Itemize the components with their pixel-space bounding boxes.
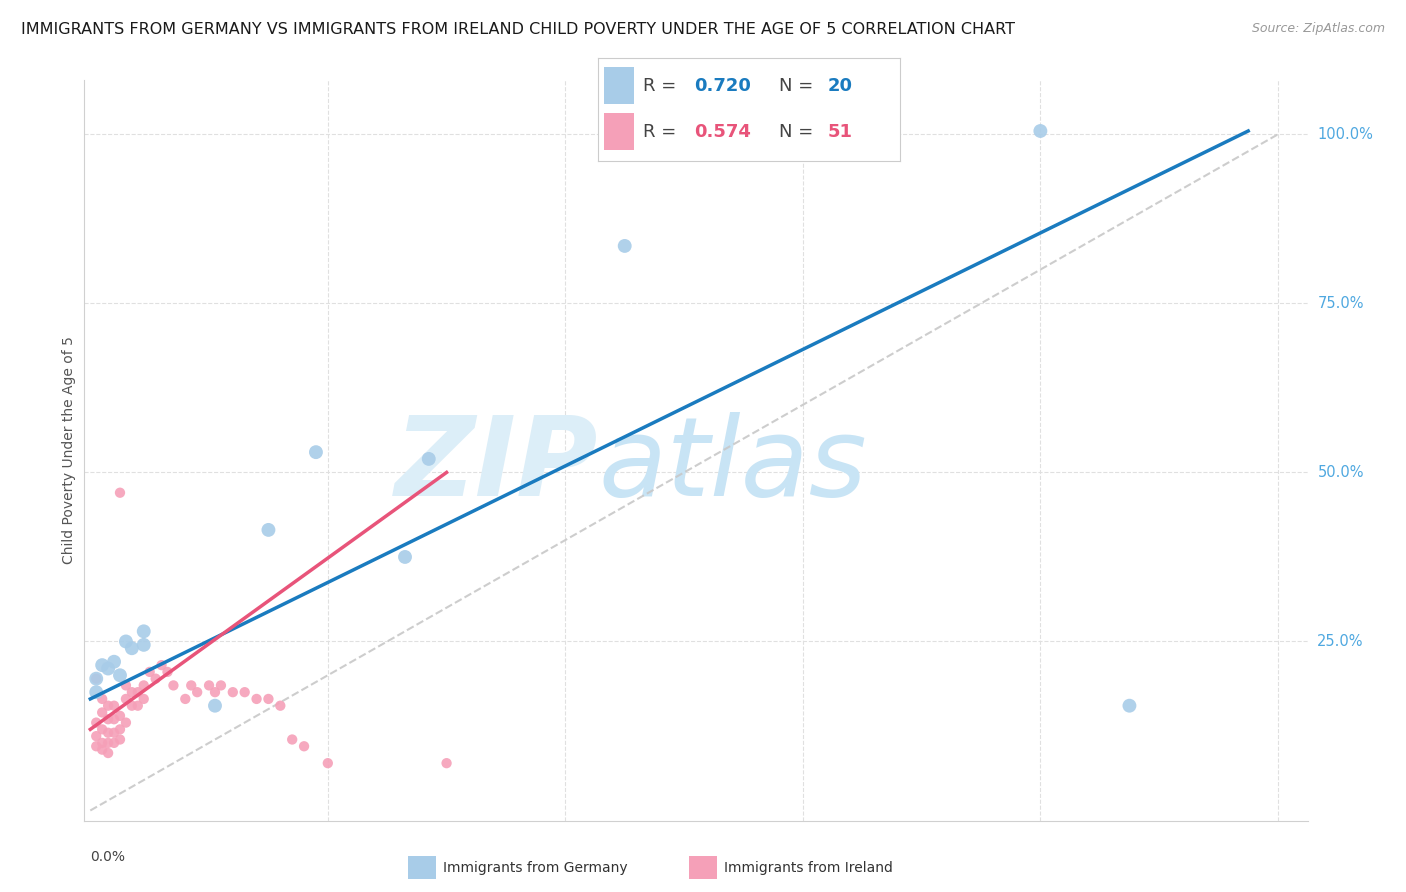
Point	[91, 723, 114, 737]
Point	[257, 523, 280, 537]
Point	[91, 742, 114, 756]
Point	[91, 736, 114, 750]
Point	[108, 709, 131, 723]
Point	[91, 658, 114, 673]
Point	[132, 692, 155, 706]
Point	[91, 706, 114, 720]
Text: 51: 51	[827, 123, 852, 141]
Point	[97, 661, 120, 675]
Text: ZIP: ZIP	[395, 412, 598, 519]
Point	[127, 685, 149, 699]
Point	[233, 685, 256, 699]
Point	[305, 445, 328, 459]
Text: IMMIGRANTS FROM GERMANY VS IMMIGRANTS FROM IRELAND CHILD POVERTY UNDER THE AGE O: IMMIGRANTS FROM GERMANY VS IMMIGRANTS FR…	[21, 22, 1015, 37]
Point	[257, 692, 280, 706]
Point	[108, 668, 131, 682]
Text: R =: R =	[643, 77, 682, 95]
Point	[1118, 698, 1140, 713]
Text: 75.0%: 75.0%	[1317, 296, 1364, 311]
Point	[436, 756, 458, 771]
Text: 0.0%: 0.0%	[90, 850, 125, 864]
Text: 100.0%: 100.0%	[1317, 127, 1374, 142]
Point	[204, 685, 226, 699]
Text: 0.574: 0.574	[695, 123, 751, 141]
Point	[103, 655, 125, 669]
Point	[115, 692, 138, 706]
Point	[156, 665, 179, 679]
Text: N =: N =	[779, 77, 818, 95]
Point	[121, 698, 143, 713]
Point	[198, 678, 221, 692]
Point	[132, 678, 155, 692]
Point	[281, 732, 304, 747]
Text: 25.0%: 25.0%	[1317, 634, 1364, 649]
Point	[613, 239, 636, 253]
Point	[162, 678, 184, 692]
Text: 50.0%: 50.0%	[1317, 465, 1364, 480]
Point	[269, 698, 291, 713]
Point	[209, 678, 232, 692]
Text: Source: ZipAtlas.com: Source: ZipAtlas.com	[1251, 22, 1385, 36]
Point	[127, 698, 149, 713]
Point	[316, 756, 339, 771]
Point	[204, 698, 226, 713]
Point	[245, 692, 267, 706]
Text: atlas: atlas	[598, 412, 866, 519]
Point	[418, 451, 440, 466]
Text: R =: R =	[643, 123, 682, 141]
Point	[84, 672, 107, 686]
Point	[103, 712, 125, 726]
Point	[132, 638, 155, 652]
Point	[186, 685, 208, 699]
Point	[394, 549, 416, 564]
Bar	[603, 113, 634, 150]
Point	[292, 739, 315, 754]
Point	[1029, 124, 1052, 138]
Point	[103, 736, 125, 750]
Point	[97, 725, 120, 739]
Text: 20: 20	[827, 77, 852, 95]
Point	[222, 685, 245, 699]
Point	[84, 739, 107, 754]
Point	[84, 715, 107, 730]
Point	[121, 641, 143, 656]
Point	[180, 678, 202, 692]
Point	[115, 678, 138, 692]
Y-axis label: Child Poverty Under the Age of 5: Child Poverty Under the Age of 5	[62, 336, 76, 565]
Text: Immigrants from Germany: Immigrants from Germany	[443, 861, 627, 875]
Point	[115, 634, 138, 648]
Point	[108, 485, 131, 500]
Point	[121, 685, 143, 699]
Point	[103, 725, 125, 739]
Text: Immigrants from Ireland: Immigrants from Ireland	[724, 861, 893, 875]
Point	[174, 692, 197, 706]
Point	[150, 658, 173, 673]
Point	[91, 692, 114, 706]
Text: 0.720: 0.720	[695, 77, 751, 95]
Point	[108, 732, 131, 747]
Point	[84, 685, 107, 699]
Point	[84, 729, 107, 743]
Point	[132, 624, 155, 639]
Point	[145, 672, 167, 686]
Point	[97, 698, 120, 713]
Text: N =: N =	[779, 123, 818, 141]
Point	[97, 712, 120, 726]
Point	[84, 672, 107, 686]
Point	[108, 723, 131, 737]
Point	[97, 736, 120, 750]
Bar	[603, 67, 634, 104]
Point	[115, 715, 138, 730]
Point	[138, 665, 160, 679]
Point	[97, 746, 120, 760]
Point	[103, 698, 125, 713]
